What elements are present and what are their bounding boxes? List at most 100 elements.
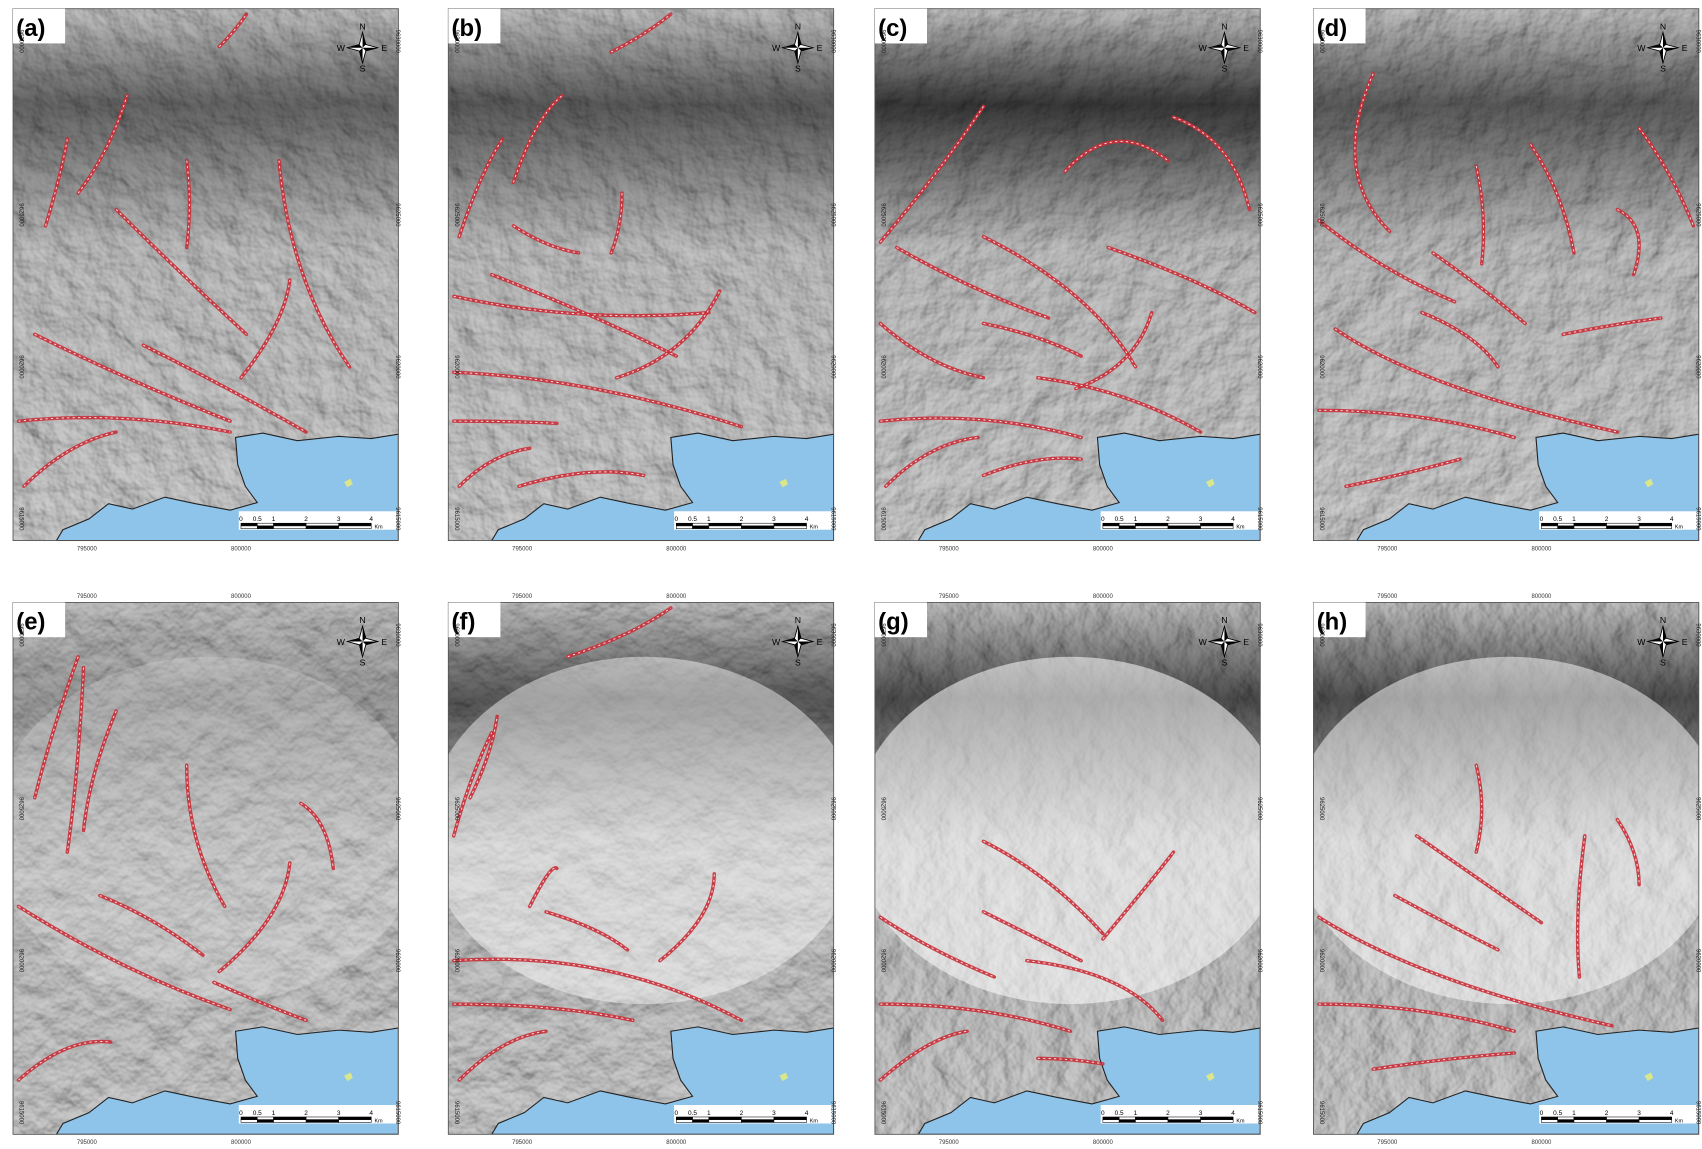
map-body: [1313, 8, 1699, 541]
scale-label: 4: [805, 516, 809, 523]
lineament-dots: [1577, 835, 1586, 977]
easting-label: 795000: [939, 1140, 960, 1146]
scale-seg: [1200, 1116, 1234, 1120]
lineament-dots: [983, 236, 1136, 368]
scale-label: 0.5: [688, 516, 697, 523]
scale-label: 2: [304, 516, 308, 523]
lineament-dots: [23, 431, 117, 487]
compass-letter: N: [795, 615, 801, 625]
lineament-dots: [1318, 219, 1455, 303]
scale-seg: [1573, 525, 1607, 529]
compass-letter: W: [1637, 43, 1646, 53]
scale-bar: 0 0.5 1 2 3 4Km: [238, 1105, 398, 1124]
northing-label: 9625000: [18, 203, 24, 227]
panel-border: [874, 8, 1261, 542]
scale-unit: Km: [810, 525, 819, 531]
lineament-dots: [45, 138, 68, 226]
scale-label: 0: [674, 1110, 678, 1117]
scale-label: 0.5: [1115, 516, 1124, 523]
lineament-dots: [34, 333, 231, 422]
northing-label: 9620000: [453, 949, 459, 973]
lineament-dots: [1638, 127, 1694, 226]
lineament-dots: [513, 225, 579, 254]
compass: N S E W: [1637, 615, 1688, 667]
compass-letter: W: [1199, 637, 1208, 647]
scale-unit: Km: [1675, 1118, 1684, 1124]
compass-letter: E: [817, 637, 823, 647]
scale-label: 2: [304, 1110, 308, 1117]
scale-seg: [675, 1116, 693, 1120]
lineament-dots: [1475, 165, 1484, 264]
lineament-dots: [610, 13, 672, 53]
northing-label: 9620000: [1318, 355, 1324, 379]
scale-seg: [675, 525, 693, 529]
scale-seg: [1102, 1119, 1120, 1123]
label-marker: [1205, 1072, 1215, 1082]
northing-label: 9615000: [879, 1101, 885, 1125]
northing-label: 9620000: [879, 355, 885, 379]
scale-label: 1: [1134, 516, 1138, 523]
lineament-dots: [880, 916, 995, 978]
northing-label: 9620000: [1695, 355, 1701, 379]
lineament: [1353, 72, 1392, 233]
light-area: [13, 656, 399, 1005]
lineament-dots: [186, 160, 190, 248]
lineament-dots: [1102, 851, 1174, 940]
lineament-dots: [1318, 916, 1613, 1027]
scale-bar: 0 0.5 1 2 3 4Km: [674, 511, 833, 531]
scale-bar: 0 0.5 1 2 3 4Km: [1539, 511, 1698, 531]
scale-seg: [773, 1119, 807, 1123]
lineament-dots: [1173, 116, 1250, 210]
scale-seg: [1541, 1116, 1558, 1120]
lineament-dots: [143, 344, 307, 433]
map-panel: (f) N S E W 0 0.5 1 2 3 4Km 795000 800000 795000 80000…: [447, 594, 835, 1146]
compass-rose-fill: [347, 626, 378, 657]
northing-label: 9625000: [879, 797, 885, 821]
scale-label: 3: [772, 516, 776, 523]
scale-seg: [1541, 525, 1558, 529]
scale-seg: [741, 1119, 775, 1123]
compass: N S E W: [772, 21, 823, 73]
scale-seg: [1118, 1116, 1136, 1120]
easting-label: 800000: [1093, 1140, 1114, 1146]
northing-label: 9625000: [1695, 203, 1701, 227]
scale-seg: [305, 525, 339, 529]
northing-label: 9625000: [394, 203, 400, 227]
lineament-dots: [1318, 409, 1515, 438]
easting-label: 795000: [939, 546, 960, 552]
compass: N S E W: [1199, 615, 1250, 667]
northing-label: 9630000: [394, 30, 400, 54]
map-body: [874, 602, 1261, 1135]
northing-label: 9630000: [453, 30, 459, 54]
panel-border: [1313, 602, 1700, 1135]
scale-seg: [1167, 1119, 1201, 1123]
northing-label: 9630000: [394, 623, 400, 647]
lineament-dots: [453, 1003, 633, 1021]
easting-label: 800000: [1093, 546, 1114, 552]
scale-seg: [1135, 1116, 1169, 1120]
compass-letter: N: [1660, 21, 1666, 31]
scale-label: 0: [674, 516, 678, 523]
lineament-dots: [1617, 209, 1640, 275]
scale-label: 0.5: [253, 1110, 262, 1117]
scale-label: 2: [1605, 516, 1609, 523]
compass-rose: [1646, 30, 1680, 65]
label-marker: [1644, 478, 1654, 488]
compass-letter: S: [1660, 657, 1666, 667]
lineament-dots: [1345, 458, 1461, 487]
scale-label: 1: [272, 1110, 276, 1117]
lineament-dots: [453, 732, 493, 836]
lineament-dots: [83, 710, 117, 831]
panel-label: (h): [1317, 609, 1348, 636]
scale-seg: [1638, 1116, 1672, 1120]
scale-seg: [1118, 525, 1136, 529]
scale-seg: [240, 1116, 258, 1120]
panel-border: [447, 8, 835, 542]
compass: N S E W: [337, 21, 388, 73]
lineament-dots: [983, 911, 1082, 962]
lineament-dots: [1334, 328, 1618, 433]
label-marker: [779, 478, 789, 488]
compass-rose-fill: [782, 32, 814, 63]
scale-seg: [338, 1119, 372, 1123]
compass: N S E W: [1637, 21, 1688, 73]
